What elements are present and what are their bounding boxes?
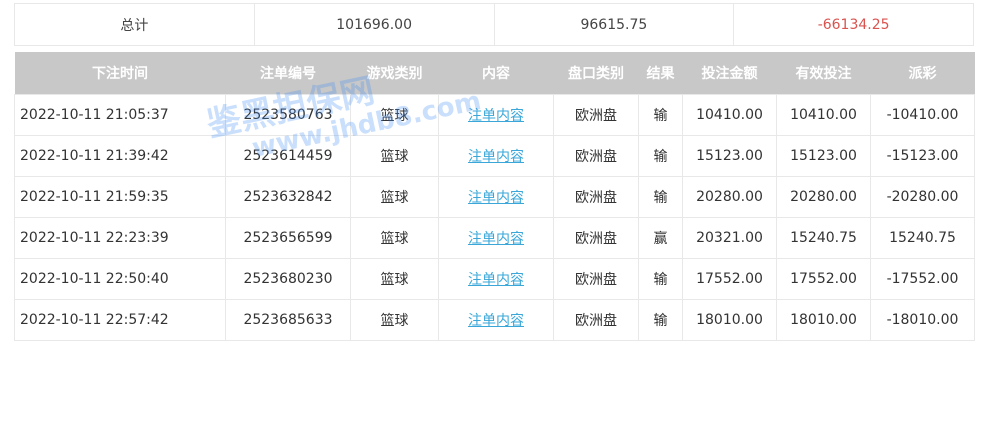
cell-id: 2523614459 [225,134,351,177]
cell-id: 2523680230 [225,257,351,300]
cell-payout: -10410.00 [870,93,975,136]
cell-result: 输 [638,175,683,218]
bets-table: 下注时间 注单编号 游戏类别 内容 盘口类别 结果 投注金额 有效投注 派彩 2022-10-1… [14,52,975,341]
bet-content-link[interactable]: 注单内容 [468,312,524,329]
cell-bet: 20280.00 [682,175,777,218]
bet-content-link[interactable]: 注单内容 [468,148,524,165]
table-row: 2022-10-11 22:57:42 2523685633 篮球 注单内容 欧洲盘输 1… [14,298,975,341]
cell-content: 注单内容 [438,93,554,136]
bet-content-link[interactable]: 注单内容 [468,107,524,124]
cell-bet: 18010.00 [682,298,777,341]
bet-content-link[interactable]: 注单内容 [468,189,524,206]
cell-time: 2022-10-11 21:39:42 [14,134,226,177]
table-header: 下注时间 注单编号 游戏类别 内容 盘口类别 结果 投注金额 有效投注 派彩 [14,52,975,94]
cell-id: 2523632842 [225,175,351,218]
cell-payout: -18010.00 [870,298,975,341]
cell-market: 欧洲盘 [553,257,639,300]
cell-time: 2022-10-11 21:05:37 [14,93,226,136]
cell-game: 篮球 [350,257,439,300]
cell-bet: 15123.00 [682,134,777,177]
cell-time: 2022-10-11 22:50:40 [14,257,226,300]
cell-valid: 18010.00 [776,298,871,341]
cell-result: 输 [638,134,683,177]
cell-valid: 15240.75 [776,216,871,259]
cell-payout: 15240.75 [870,216,975,259]
cell-result: 输 [638,93,683,136]
cell-result: 输 [638,257,683,300]
cell-content: 注单内容 [438,175,554,218]
cell-id: 2523580763 [225,93,351,136]
cell-game: 篮球 [350,216,439,259]
bet-content-link[interactable]: 注单内容 [468,271,524,288]
cell-content: 注单内容 [438,257,554,300]
cell-market: 欧洲盘 [553,134,639,177]
table-row: 2022-10-11 21:59:35 2523632842 篮球 注单内容 欧洲盘输 2… [14,175,975,218]
column-header: 内容 [438,52,554,94]
cell-time: 2022-10-11 22:23:39 [14,216,226,259]
cell-market: 欧洲盘 [553,216,639,259]
column-header: 有效投注 [776,52,871,94]
summary-bet-total: 101696.00 [253,3,495,46]
cell-payout: -20280.00 [870,175,975,218]
column-header: 结果 [638,52,683,94]
cell-payout: -17552.00 [870,257,975,300]
cell-bet: 20321.00 [682,216,777,259]
cell-time: 2022-10-11 22:57:42 [14,298,226,341]
cell-game: 篮球 [350,175,439,218]
cell-result: 输 [638,298,683,341]
summary-label: 总计 [14,3,255,46]
cell-game: 篮球 [350,298,439,341]
summary-valid-total: 96615.75 [493,3,735,46]
cell-bet: 17552.00 [682,257,777,300]
table-row: 2022-10-11 22:50:40 2523680230 篮球 注单内容 欧洲盘输 1… [14,257,975,300]
cell-valid: 10410.00 [776,93,871,136]
cell-id: 2523656599 [225,216,351,259]
summary-payout-total: -66134.25 [733,3,974,46]
cell-id: 2523685633 [225,298,351,341]
summary-row: 总计 101696.00 96615.75 -66134.25 [14,3,974,46]
column-header: 下注时间 [14,52,226,94]
cell-market: 欧洲盘 [553,175,639,218]
cell-time: 2022-10-11 21:59:35 [14,175,226,218]
cell-valid: 17552.00 [776,257,871,300]
cell-game: 篮球 [350,134,439,177]
bet-content-link[interactable]: 注单内容 [468,230,524,247]
column-header: 注单编号 [225,52,351,94]
table-row: 2022-10-11 21:39:42 2523614459 篮球 注单内容 欧洲盘输 1… [14,134,975,177]
table-row: 2022-10-11 21:05:37 2523580763 篮球 注单内容 欧洲盘输 1… [14,93,975,136]
cell-content: 注单内容 [438,216,554,259]
cell-valid: 15123.00 [776,134,871,177]
summary-table: 总计 101696.00 96615.75 -66134.25 [14,3,974,46]
column-header: 派彩 [870,52,975,94]
column-header: 盘口类别 [553,52,639,94]
cell-market: 欧洲盘 [553,298,639,341]
cell-bet: 10410.00 [682,93,777,136]
cell-result: 赢 [638,216,683,259]
cell-content: 注单内容 [438,134,554,177]
cell-content: 注单内容 [438,298,554,341]
cell-valid: 20280.00 [776,175,871,218]
cell-market: 欧洲盘 [553,93,639,136]
column-header: 游戏类别 [350,52,439,94]
cell-payout: -15123.00 [870,134,975,177]
column-header: 投注金额 [682,52,777,94]
table-row: 2022-10-11 22:23:39 2523656599 篮球 注单内容 欧洲盘赢 2… [14,216,975,259]
cell-game: 篮球 [350,93,439,136]
